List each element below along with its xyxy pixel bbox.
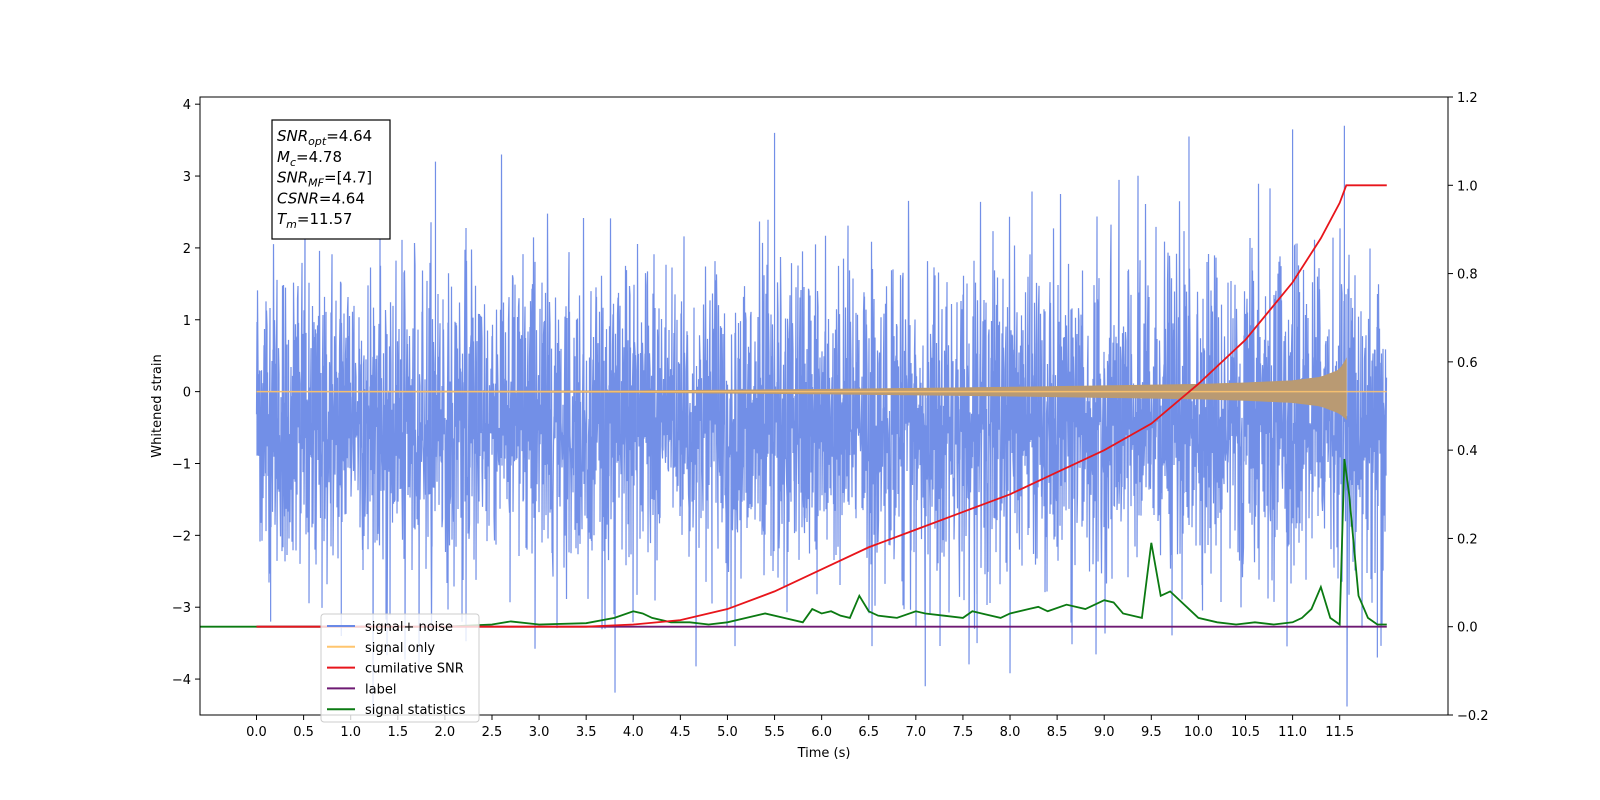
x-tick-label: 4.0 xyxy=(623,725,644,740)
annotation-value: =4.78 xyxy=(296,148,342,166)
x-tick-label: 11.5 xyxy=(1325,725,1354,740)
y2-tick-label: −0.2 xyxy=(1457,709,1489,724)
axes: 0.0 0.5 1.0 1.5 2.0 2.5 3.0 3.5 4.0 4.5 5.0 5.5 6.0 6… xyxy=(150,91,1489,761)
x-tick-label: 0.0 xyxy=(246,725,267,740)
x-tick-label: 7.0 xyxy=(905,725,926,740)
annotation-line: CSNR=4.64 xyxy=(277,189,365,207)
x-tick-label: 5.0 xyxy=(717,725,738,740)
annotation-subscript: m xyxy=(286,218,297,231)
annotation-subscript: c xyxy=(290,156,296,169)
legend: signal+ noise signal only cumilative SNR la… xyxy=(320,613,480,723)
legend-entry: label xyxy=(365,682,396,697)
y2-tick-label: 1.2 xyxy=(1457,91,1478,106)
x-tick-label: 5.5 xyxy=(764,725,785,740)
annotation-value: =4.64 xyxy=(326,127,372,145)
y2-tick-label: 0.8 xyxy=(1457,268,1478,283)
y-tick-label: −4 xyxy=(172,673,191,688)
x-tick-label: 1.5 xyxy=(387,725,408,740)
annotation-box xyxy=(271,119,391,240)
series-signal-statistics xyxy=(200,458,1387,628)
annotation-value: =4.64 xyxy=(319,189,365,207)
x-tick-label: 2.0 xyxy=(435,725,456,740)
x-tick-label: 1.0 xyxy=(340,725,361,740)
annotation-symbol: SNR xyxy=(277,127,308,145)
y2-tick-label: 1.0 xyxy=(1457,179,1478,194)
y2-tick-label: 0.4 xyxy=(1457,444,1478,459)
y2-tick-label: 0.2 xyxy=(1457,532,1478,547)
legend-entry: signal only xyxy=(365,641,435,656)
x-tick-label: 6.0 xyxy=(811,725,832,740)
annotation-subscript: MF xyxy=(308,177,324,190)
x-axis-label: Time (s) xyxy=(797,746,851,761)
annotation-subscript: opt xyxy=(308,135,327,148)
annotation-line: Mc=4.78 xyxy=(277,148,342,169)
y-tick-label: 0 xyxy=(183,386,191,401)
y-tick-label: 2 xyxy=(183,242,191,257)
legend-entry: cumilative SNR xyxy=(365,662,464,677)
x-tick-label: 6.5 xyxy=(858,725,879,740)
x-tick-label: 8.0 xyxy=(1000,725,1021,740)
x-tick-label: 3.5 xyxy=(576,725,597,740)
annotation-line: SNRopt=4.64 xyxy=(277,127,372,148)
annotation-symbol: CSNR xyxy=(277,189,319,207)
y-tick-label: 4 xyxy=(183,98,191,113)
x-tick-label: 9.0 xyxy=(1094,725,1115,740)
y2-tick-label: 0.0 xyxy=(1457,621,1478,636)
y-axis-label: Whitened strain xyxy=(150,354,165,457)
y-tick-label: 1 xyxy=(183,314,191,329)
annotation-symbol: M xyxy=(277,148,290,166)
y-tick-label: −1 xyxy=(172,457,191,472)
annotation-value: =11.57 xyxy=(297,210,353,228)
annotation-symbol: SNR xyxy=(277,169,308,187)
annotation-value: =[4.7] xyxy=(324,169,372,187)
y2-tick-label: 0.6 xyxy=(1457,356,1478,371)
annotation-line: SNRMF=[4.7] xyxy=(277,169,372,190)
legend-entry: signal statistics xyxy=(365,703,466,718)
y-tick-label: −2 xyxy=(172,529,191,544)
axes-frame xyxy=(199,96,1449,716)
y-tick-label: 3 xyxy=(183,170,191,185)
x-tick-label: 7.5 xyxy=(953,725,974,740)
x-tick-label: 2.5 xyxy=(482,725,503,740)
x-tick-label: 4.5 xyxy=(670,725,691,740)
x-tick-label: 11.0 xyxy=(1278,725,1307,740)
x-tick-label: 0.5 xyxy=(293,725,314,740)
x-tick-label: 10.0 xyxy=(1184,725,1213,740)
x-tick-label: 9.5 xyxy=(1141,725,1162,740)
x-tick-label: 3.0 xyxy=(529,725,550,740)
legend-box xyxy=(320,613,480,723)
x-tick-label: 10.5 xyxy=(1231,725,1260,740)
annotation-line: Tm=11.57 xyxy=(277,210,352,231)
x-tick-label: 8.5 xyxy=(1047,725,1068,740)
stats-annotation: SNRopt=4.64Mc=4.78SNRMF=[4.7]CSNR=4.64Tm… xyxy=(271,119,391,240)
series-cumulative-snr xyxy=(256,184,1387,628)
y-tick-label: −3 xyxy=(172,601,191,616)
annotation-symbol: T xyxy=(277,210,288,228)
legend-entry: signal+ noise xyxy=(365,620,453,635)
